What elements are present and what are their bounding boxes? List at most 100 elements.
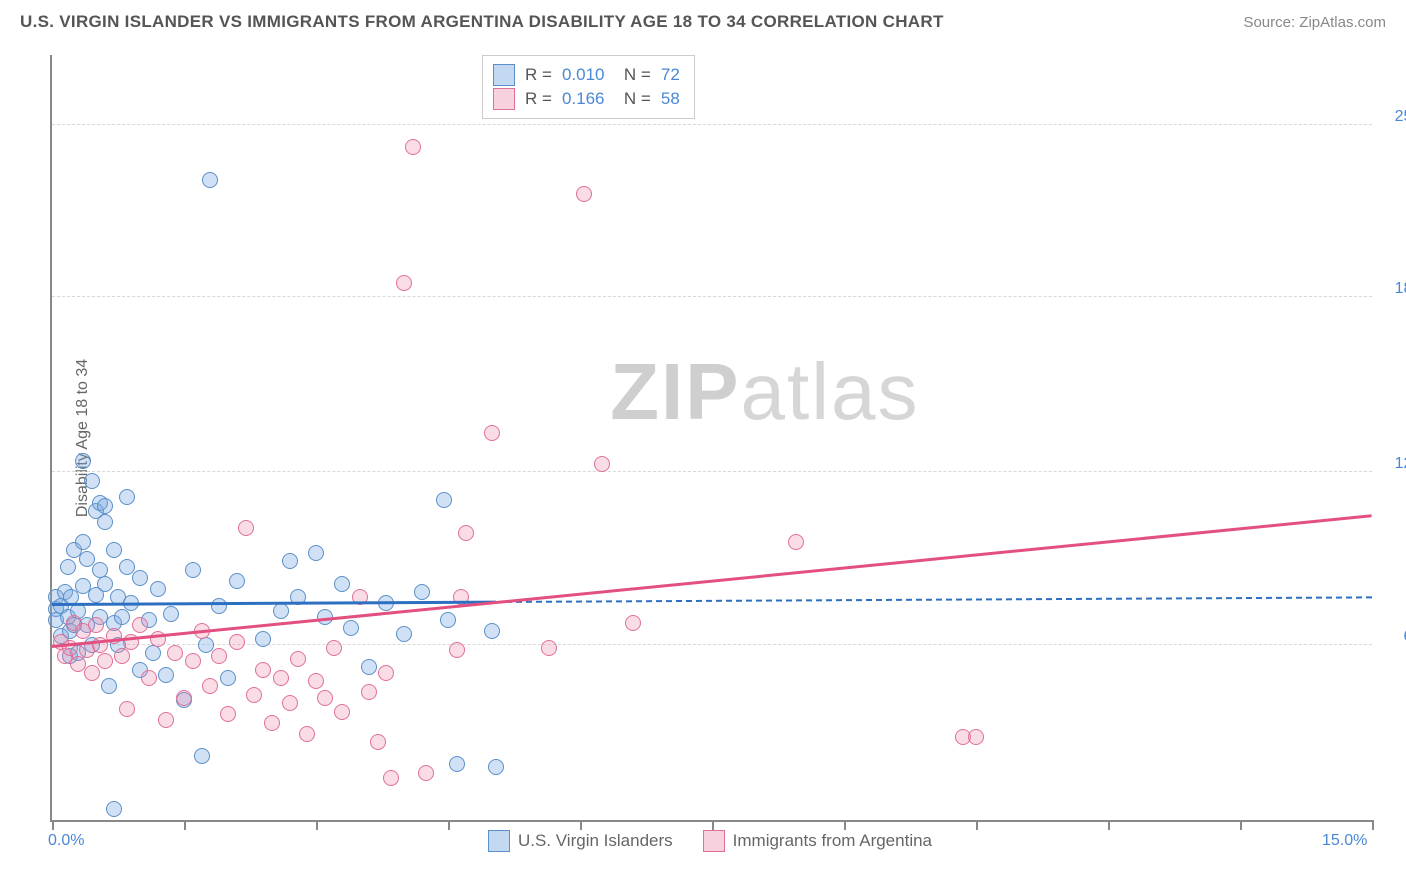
r-value-s2: 0.166 bbox=[562, 89, 605, 109]
data-point bbox=[449, 642, 465, 658]
data-point bbox=[97, 653, 113, 669]
x-tick bbox=[52, 820, 54, 830]
data-point bbox=[484, 425, 500, 441]
data-point bbox=[202, 172, 218, 188]
data-point bbox=[625, 615, 641, 631]
data-point bbox=[220, 670, 236, 686]
data-point bbox=[158, 667, 174, 683]
source-label: Source: ZipAtlas.com bbox=[1243, 14, 1386, 31]
data-point bbox=[114, 648, 130, 664]
data-point bbox=[255, 662, 271, 678]
data-point bbox=[75, 534, 91, 550]
x-tick bbox=[1372, 820, 1374, 830]
legend-swatch-s2 bbox=[493, 88, 515, 110]
data-point bbox=[576, 186, 592, 202]
data-point bbox=[378, 665, 394, 681]
gridline bbox=[52, 644, 1372, 645]
y-tick-label: 18.8% bbox=[1395, 280, 1406, 298]
legend-swatch-s1 bbox=[493, 64, 515, 86]
chart-title: U.S. VIRGIN ISLANDER VS IMMIGRANTS FROM … bbox=[20, 12, 944, 32]
r-value-s1: 0.010 bbox=[562, 65, 605, 85]
y-tick-label: 25.0% bbox=[1395, 108, 1406, 126]
data-point bbox=[405, 139, 421, 155]
x-tick bbox=[712, 820, 714, 830]
data-point bbox=[440, 612, 456, 628]
data-point bbox=[343, 620, 359, 636]
legend-swatch-s2-b bbox=[703, 830, 725, 852]
data-point bbox=[132, 570, 148, 586]
data-point bbox=[229, 573, 245, 589]
data-point bbox=[290, 651, 306, 667]
data-point bbox=[84, 665, 100, 681]
data-point bbox=[418, 765, 434, 781]
data-point bbox=[334, 576, 350, 592]
data-point bbox=[60, 559, 76, 575]
data-point bbox=[132, 617, 148, 633]
data-point bbox=[458, 525, 474, 541]
data-point bbox=[97, 576, 113, 592]
x-tick bbox=[844, 820, 846, 830]
x-tick bbox=[580, 820, 582, 830]
data-point bbox=[396, 626, 412, 642]
data-point bbox=[229, 634, 245, 650]
x-tick bbox=[976, 820, 978, 830]
trend-line bbox=[496, 597, 1372, 604]
data-point bbox=[414, 584, 430, 600]
data-point bbox=[101, 678, 117, 694]
series-name-1: U.S. Virgin Islanders bbox=[518, 831, 673, 851]
data-point bbox=[97, 514, 113, 530]
data-point bbox=[449, 756, 465, 772]
chart-area: Disability Age 18 to 34 ZIPatlas R = 0.0… bbox=[50, 55, 1370, 820]
data-point bbox=[106, 542, 122, 558]
data-point bbox=[88, 617, 104, 633]
data-point bbox=[308, 673, 324, 689]
y-tick-label: 12.5% bbox=[1395, 455, 1406, 473]
data-point bbox=[150, 581, 166, 597]
data-point bbox=[194, 748, 210, 764]
data-point bbox=[255, 631, 271, 647]
data-point bbox=[436, 492, 452, 508]
data-point bbox=[238, 520, 254, 536]
data-point bbox=[326, 640, 342, 656]
data-point bbox=[299, 726, 315, 742]
data-point bbox=[167, 645, 183, 661]
data-point bbox=[84, 473, 100, 489]
x-tick-label: 15.0% bbox=[1322, 832, 1367, 850]
data-point bbox=[176, 690, 192, 706]
gridline bbox=[52, 471, 1372, 472]
data-point bbox=[141, 670, 157, 686]
data-point bbox=[119, 559, 135, 575]
data-point bbox=[282, 695, 298, 711]
data-point bbox=[383, 770, 399, 786]
data-point bbox=[273, 603, 289, 619]
data-point bbox=[211, 648, 227, 664]
watermark: ZIPatlas bbox=[610, 346, 919, 438]
plot-region: ZIPatlas R = 0.010 N = 72 R = 0.166 N = … bbox=[50, 55, 1372, 822]
data-point bbox=[97, 498, 113, 514]
data-point bbox=[106, 801, 122, 817]
data-point bbox=[246, 687, 262, 703]
x-tick bbox=[184, 820, 186, 830]
data-point bbox=[484, 623, 500, 639]
x-tick bbox=[1108, 820, 1110, 830]
data-point bbox=[220, 706, 236, 722]
correlation-legend: R = 0.010 N = 72 R = 0.166 N = 58 bbox=[482, 55, 695, 119]
x-tick-label: 0.0% bbox=[48, 832, 84, 850]
gridline bbox=[52, 296, 1372, 297]
data-point bbox=[594, 456, 610, 472]
data-point bbox=[119, 489, 135, 505]
legend-swatch-s1-b bbox=[488, 830, 510, 852]
data-point bbox=[185, 653, 201, 669]
data-point bbox=[282, 553, 298, 569]
data-point bbox=[370, 734, 386, 750]
data-point bbox=[114, 609, 130, 625]
data-point bbox=[198, 637, 214, 653]
data-point bbox=[308, 545, 324, 561]
data-point bbox=[211, 598, 227, 614]
x-tick bbox=[316, 820, 318, 830]
data-point bbox=[396, 275, 412, 291]
data-point bbox=[264, 715, 280, 731]
gridline bbox=[52, 124, 1372, 125]
data-point bbox=[968, 729, 984, 745]
series-name-2: Immigrants from Argentina bbox=[733, 831, 932, 851]
